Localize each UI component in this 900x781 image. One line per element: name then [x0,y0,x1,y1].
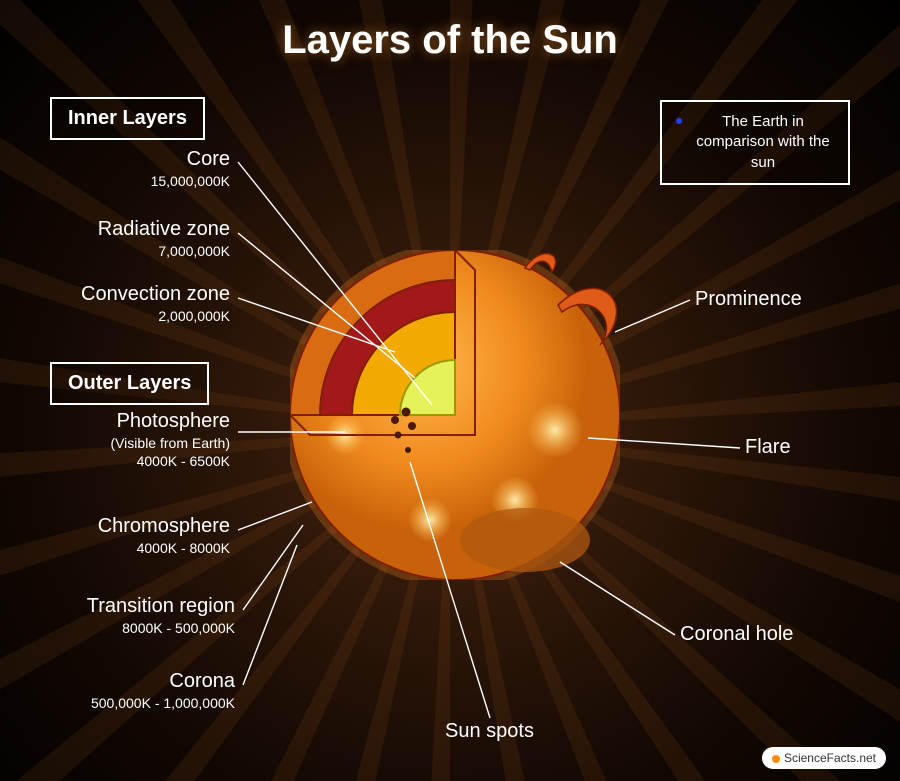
label-transition-region: Transition region 8000K - 500,000K [87,595,235,636]
earth-dot-icon [676,118,682,124]
label-radiative-zone: Radiative zone 7,000,000K [98,218,230,259]
label-coronal-hole: Coronal hole [680,623,793,646]
label-sun-spots: Sun spots [445,720,534,743]
sun-diagram [290,250,620,580]
earth-comparison-text: The Earth in comparison with the sun [696,113,829,171]
label-chromosphere: Chromosphere 4000K - 8000K [98,515,230,556]
label-corona: Corona 500,000K - 1,000,000K [91,670,235,711]
outer-layers-heading: Outer Layers [50,362,209,405]
page-title: Layers of the Sun [0,18,900,63]
attribution-badge: ScienceFacts.net [762,747,886,769]
earth-comparison-box: The Earth in comparison with the sun [660,100,850,185]
logo-dot-icon [772,755,780,763]
label-convection-zone: Convection zone 2,000,000K [81,283,230,324]
label-photosphere: Photosphere (Visible from Earth) 4000K -… [110,410,230,469]
inner-layers-heading: Inner Layers [50,97,205,140]
label-core: Core 15,000,000K [151,148,230,189]
label-prominence: Prominence [695,288,802,311]
label-flare: Flare [745,436,791,459]
